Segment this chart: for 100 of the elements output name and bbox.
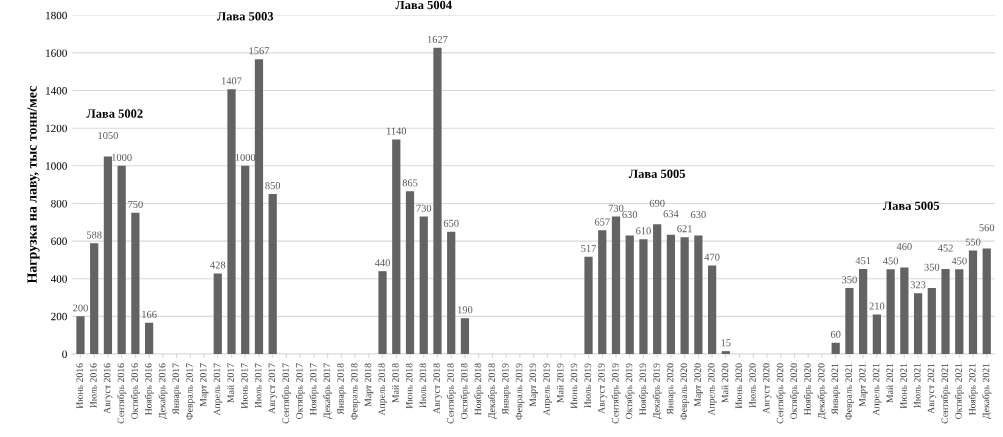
bar — [405, 191, 415, 354]
x-tick-label: Октябрь 2019 — [625, 363, 635, 419]
bar — [707, 265, 717, 354]
bar — [447, 231, 456, 354]
x-tick-label: Июнь 2016 — [76, 363, 83, 409]
bar — [144, 322, 154, 354]
x-tick-label: Апрель 2018 — [378, 363, 387, 416]
x-tick-label: Сентябрь 2019 — [611, 363, 621, 424]
data-label: 750 — [128, 200, 143, 208]
y-tick-label: 1800 — [46, 11, 67, 20]
bar — [666, 234, 676, 354]
x-tick-label: Апрель 2021 — [872, 363, 882, 416]
data-label: 460 — [896, 243, 912, 251]
x-tick-label: Декабрь 2016 — [158, 363, 168, 420]
data-label: 630 — [691, 211, 706, 219]
bar — [117, 165, 126, 354]
x-tick-label: Март 2020 — [694, 363, 703, 407]
data-label: 428 — [210, 261, 226, 269]
data-label: 1000 — [112, 153, 132, 161]
annotation: Лава 5003 — [216, 12, 274, 21]
bar — [872, 314, 881, 354]
data-label: 1050 — [98, 131, 118, 140]
bar — [913, 293, 923, 354]
annotation: Лава 5005 — [882, 201, 940, 210]
x-tick-label: Июнь 2021 — [900, 363, 907, 409]
bar — [845, 288, 854, 354]
x-tick-label: Июнь 2018 — [405, 363, 413, 409]
x-tick-label: Август 2016 — [103, 363, 113, 414]
data-label: 166 — [142, 310, 157, 318]
data-label: 621 — [677, 225, 692, 233]
data-label: 730 — [416, 204, 432, 212]
x-tick-label: Октябрь 2017 — [295, 363, 305, 419]
bar — [598, 230, 607, 354]
bar — [982, 248, 991, 354]
x-tick-label: Октябрь 2016 — [130, 363, 140, 419]
x-tick-label: Июнь 2020 — [735, 363, 742, 409]
y-tick-label: 1600 — [46, 49, 67, 57]
bar — [392, 139, 401, 354]
x-tick-label: Март 2021 — [859, 363, 868, 407]
bar — [378, 271, 387, 354]
x-tick-label: Июнь 2017 — [241, 363, 248, 409]
x-tick-label: Ноябрь 2016 — [144, 363, 154, 416]
x-tick-label: Апрель 2019 — [543, 363, 552, 416]
bar — [968, 250, 978, 354]
data-label: 451 — [855, 257, 871, 265]
data-label: 450 — [951, 257, 967, 265]
bar — [721, 351, 730, 354]
bar — [419, 216, 428, 354]
annotation: Лава 5005 — [628, 169, 686, 178]
bar — [625, 235, 634, 354]
data-label: 850 — [265, 182, 281, 190]
bar — [886, 269, 895, 354]
x-tick-label: Январь 2021 — [831, 363, 841, 415]
y-tick-label: 400 — [50, 275, 67, 283]
data-label: 588 — [86, 231, 102, 239]
x-tick-label: Январь 2019 — [502, 363, 511, 415]
data-label: 634 — [663, 210, 679, 218]
x-tick-label: Сентябрь 2016 — [117, 363, 127, 424]
data-label: 1407 — [222, 77, 242, 85]
data-label: 190 — [458, 306, 473, 314]
bar — [213, 273, 222, 354]
data-label: 650 — [443, 219, 459, 227]
bar — [254, 59, 264, 354]
x-tick-label: Март 2019 — [529, 363, 538, 407]
x-tick-label: Апрель 2020 — [707, 363, 717, 416]
x-tick-label: Декабрь 2020 — [817, 363, 827, 420]
y-tick-label: 1200 — [46, 124, 67, 133]
bar — [900, 267, 909, 354]
data-label: 350 — [842, 276, 857, 284]
bar — [611, 216, 621, 354]
x-tick-label: Март 2017 — [199, 363, 209, 407]
data-label: 1567 — [249, 47, 270, 55]
bar — [103, 156, 113, 354]
data-label: 1140 — [386, 127, 407, 135]
data-label: 560 — [979, 224, 995, 232]
x-tick-label: Февраль 2020 — [680, 363, 690, 420]
x-tick-label: Июль 2018 — [419, 363, 427, 408]
x-tick-label: Август 2019 — [598, 363, 607, 414]
x-tick-label: Октябрь 2020 — [789, 363, 800, 419]
data-label: 610 — [636, 227, 651, 235]
y-tick-label: 600 — [51, 237, 67, 246]
x-tick-label: Февраль 2021 — [845, 363, 854, 420]
bar — [680, 237, 689, 354]
text: Лава 5004 — [395, 0, 452, 10]
bar — [460, 318, 470, 354]
x-tick-label: Май 2020 — [721, 363, 729, 403]
x-tick-label: Сентябрь 2021 — [941, 363, 951, 424]
data-label: 15 — [721, 339, 731, 347]
x-tick-label: Январь 2020 — [666, 363, 676, 415]
bar — [241, 165, 250, 354]
x-tick-label: Май 2018 — [391, 363, 399, 403]
data-label: 200 — [73, 304, 88, 312]
x-tick-label: Ноябрь 2021 — [968, 363, 978, 416]
x-tick-label: Июль 2016 — [90, 363, 97, 408]
x-tick-label: Октябрь 2021 — [954, 363, 964, 419]
bar — [927, 288, 936, 354]
y-tick-label: 1400 — [46, 87, 67, 95]
x-tick-label: Ноябрь 2019 — [638, 363, 648, 416]
bar — [433, 47, 442, 354]
bar — [694, 235, 703, 354]
